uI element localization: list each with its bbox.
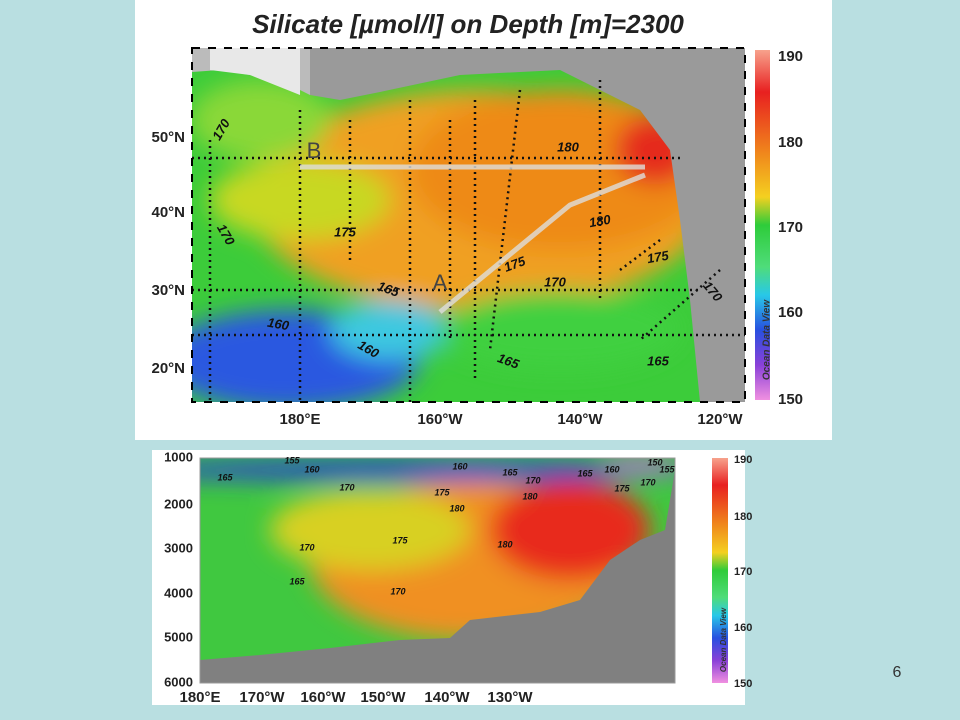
contour-label: 155 xyxy=(659,464,675,474)
map-field xyxy=(192,48,745,402)
colorbar-label: 150 xyxy=(734,678,752,690)
lon-label: 120°W xyxy=(697,411,743,428)
contour-label: 165 xyxy=(289,576,305,586)
depth-label: 3000 xyxy=(164,540,193,555)
depth-label: 6000 xyxy=(164,674,193,689)
lon-label: 150°W xyxy=(360,689,406,706)
lon-label: 160°W xyxy=(300,689,346,706)
depth-label: 4000 xyxy=(164,585,193,600)
lon-label: 180°E xyxy=(179,689,220,706)
colorbar-label: 190 xyxy=(734,454,752,466)
contour-label: 160 xyxy=(452,461,467,471)
contour-label: 180 xyxy=(449,503,464,513)
depth-label: 2000 xyxy=(164,496,193,511)
watermark: Ocean Data View xyxy=(762,299,773,380)
field-blob xyxy=(270,490,470,570)
contour-label: 165 xyxy=(496,350,522,372)
lon-label: 180°E xyxy=(279,411,320,428)
contour-label: 165 xyxy=(647,353,669,368)
contour-label: 175 xyxy=(502,253,528,275)
lat-label: 20°N xyxy=(151,360,185,377)
colorbar-label: 190 xyxy=(778,48,803,65)
seafloor xyxy=(200,470,675,683)
section-frame xyxy=(199,457,676,684)
section-marker: B xyxy=(307,138,322,163)
contour-label: 170 xyxy=(299,542,314,552)
colorbar-label: 180 xyxy=(778,134,803,151)
field-blob xyxy=(600,458,675,473)
contour-label: 175 xyxy=(392,535,408,545)
contour-label: 175 xyxy=(434,487,450,497)
contour-label: 155 xyxy=(284,455,300,465)
lon-label: 140°W xyxy=(557,411,603,428)
station-track xyxy=(488,89,522,351)
lat-label: 30°N xyxy=(151,282,185,299)
land xyxy=(210,48,300,95)
colorbar-label: 170 xyxy=(778,219,803,236)
depth-label: 5000 xyxy=(164,629,193,644)
contour-label: 180 xyxy=(497,539,512,549)
contour-label: 165 xyxy=(376,278,402,300)
land xyxy=(192,48,745,402)
slide-number: 6 xyxy=(893,664,902,681)
colorbar-label: 170 xyxy=(734,566,752,578)
lon-label: 140°W xyxy=(424,689,470,706)
colorbar-label: 180 xyxy=(734,511,752,523)
lat-label: 40°N xyxy=(151,204,185,221)
colorbar-label: 150 xyxy=(778,391,803,408)
section-line xyxy=(300,164,646,314)
lon-label: 170°W xyxy=(239,689,285,706)
contour-label: 175 xyxy=(646,248,671,267)
contour-label: 160 xyxy=(304,464,319,474)
section-marker: A xyxy=(433,270,448,295)
field-blob xyxy=(200,460,675,480)
contour-label: 175 xyxy=(334,224,356,239)
contour-label: 170 xyxy=(339,482,354,492)
field-blob xyxy=(192,80,330,160)
lat-label: 50°N xyxy=(151,129,185,146)
contour-label: 160 xyxy=(266,315,291,334)
lon-label: 160°W xyxy=(417,411,463,428)
depth-label: 1000 xyxy=(164,449,193,464)
contour-label: 165 xyxy=(502,467,518,477)
section-field xyxy=(200,458,675,683)
contour-label: 180 xyxy=(522,491,537,501)
contour-label: 165 xyxy=(217,472,233,482)
lon-label: 130°W xyxy=(487,689,533,706)
station-track xyxy=(619,239,661,271)
map-frame xyxy=(191,47,746,403)
contour-label: 160 xyxy=(604,464,619,474)
contour-label: 170 xyxy=(640,477,655,487)
contour-label: 165 xyxy=(577,468,593,478)
colorbar-label: 160 xyxy=(734,622,752,634)
field-blob xyxy=(490,480,650,580)
colorbar-label: 160 xyxy=(778,304,803,321)
contour-label: 180 xyxy=(588,212,613,231)
stations xyxy=(192,80,745,402)
field-blob xyxy=(440,290,680,370)
contour-label: 180 xyxy=(557,139,579,154)
contour-label: 175 xyxy=(614,483,630,493)
contour-label: 150 xyxy=(647,457,662,467)
field-blob xyxy=(330,300,450,360)
contour-label: 170 xyxy=(544,274,566,289)
colorbar xyxy=(712,458,728,683)
watermark: Ocean Data View xyxy=(719,607,728,672)
colorbar xyxy=(755,50,770,400)
contour-label: 170 xyxy=(390,586,405,596)
field-blobs xyxy=(200,458,675,640)
map-title: Silicate [µmol/l] on Depth [m]=2300 xyxy=(252,9,684,39)
contour-label: 170 xyxy=(525,475,540,485)
